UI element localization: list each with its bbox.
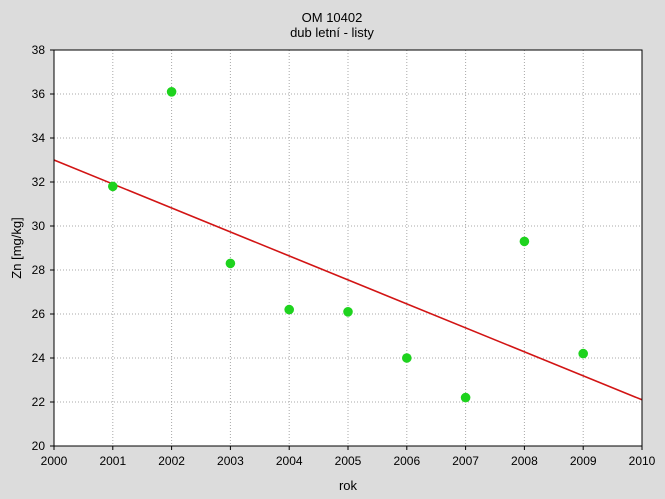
x-axis-label: rok: [339, 478, 358, 493]
data-point: [519, 236, 530, 247]
y-tick-label: 38: [32, 43, 46, 57]
data-point: [343, 307, 353, 317]
x-tick-label: 2005: [335, 454, 362, 468]
chart-title: OM 10402: [302, 10, 363, 25]
data-point: [402, 353, 412, 363]
y-tick-label: 30: [32, 219, 46, 233]
y-axis-label: Zn [mg/kg]: [9, 217, 24, 278]
x-axis-ticks: 2000 2001 2002 2003 2004 2005 2006 2007 2008 2009…: [41, 446, 656, 468]
x-tick-label: 2000: [41, 454, 68, 468]
data-point: [578, 348, 588, 359]
x-tick-label: 2010: [629, 454, 656, 468]
x-tick-label: 2001: [99, 454, 126, 468]
y-tick-label: 22: [32, 395, 46, 409]
data-point: [108, 181, 118, 192]
data-point: [460, 392, 471, 403]
trend-line: [53, 159, 643, 401]
y-tick-label: 24: [32, 351, 46, 365]
y-tick-label: 32: [32, 175, 46, 189]
y-tick-label: 20: [32, 439, 46, 453]
y-tick-label: 26: [32, 307, 46, 321]
x-tick-label: 2009: [570, 454, 597, 468]
y-tick-label: 34: [32, 131, 46, 145]
trend-layer: [53, 159, 643, 401]
chart-subtitle: dub letní - listy: [290, 25, 374, 40]
x-tick-label: 2002: [158, 454, 185, 468]
y-axis-ticks: 20 22 24 26 28 30 32 34 36 38: [32, 43, 54, 453]
points-layer: [108, 87, 588, 403]
x-tick-label: 2006: [393, 454, 420, 468]
x-tick-label: 2004: [276, 454, 303, 468]
y-tick-label: 36: [32, 87, 46, 101]
data-point: [284, 304, 295, 315]
x-tick-label: 2007: [452, 454, 479, 468]
x-tick-label: 2008: [511, 454, 538, 468]
data-point: [225, 258, 236, 269]
x-tick-label: 2003: [217, 454, 244, 468]
y-tick-label: 28: [32, 263, 46, 277]
data-point: [166, 87, 177, 97]
